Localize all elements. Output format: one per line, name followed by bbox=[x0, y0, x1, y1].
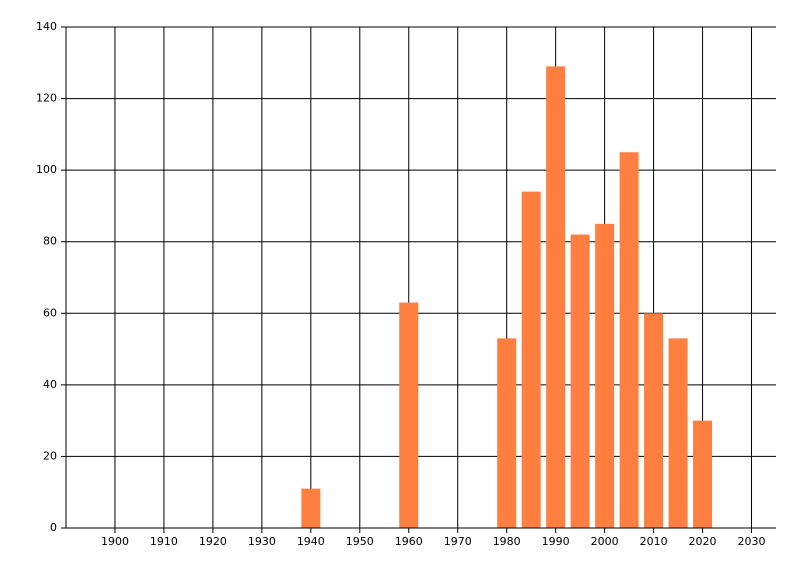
bar bbox=[521, 191, 541, 528]
x-tick-label: 1980 bbox=[493, 535, 521, 548]
x-tick-label: 1960 bbox=[395, 535, 423, 548]
x-tick-label: 1950 bbox=[346, 535, 374, 548]
x-tick-label: 2030 bbox=[738, 535, 766, 548]
x-tick-label: 1970 bbox=[444, 535, 472, 548]
y-tick-label: 60 bbox=[43, 306, 57, 319]
x-tick-label: 2020 bbox=[689, 535, 717, 548]
bar bbox=[570, 234, 590, 529]
bar bbox=[399, 302, 419, 528]
bar bbox=[546, 66, 566, 528]
y-tick-label: 40 bbox=[43, 378, 57, 391]
y-tick-label: 100 bbox=[36, 163, 57, 176]
x-tick-label: 1900 bbox=[101, 535, 129, 548]
y-tick-label: 0 bbox=[50, 521, 57, 534]
x-tick-label: 1990 bbox=[542, 535, 570, 548]
y-tick-label: 20 bbox=[43, 449, 57, 462]
bar bbox=[668, 338, 688, 528]
x-tick-label: 1930 bbox=[248, 535, 276, 548]
bar bbox=[497, 338, 517, 528]
y-tick-label: 140 bbox=[36, 20, 57, 33]
bar bbox=[619, 152, 639, 528]
y-tick-label: 120 bbox=[36, 92, 57, 105]
bar bbox=[301, 488, 321, 528]
x-tick-label: 1920 bbox=[199, 535, 227, 548]
x-tick-label: 2000 bbox=[591, 535, 619, 548]
bar bbox=[595, 223, 615, 529]
x-tick-label: 1910 bbox=[150, 535, 178, 548]
y-tick-label: 80 bbox=[43, 235, 57, 248]
bar bbox=[644, 313, 664, 528]
x-tick-label: 2010 bbox=[640, 535, 668, 548]
bar bbox=[693, 420, 713, 528]
x-tick-label: 1940 bbox=[297, 535, 325, 548]
